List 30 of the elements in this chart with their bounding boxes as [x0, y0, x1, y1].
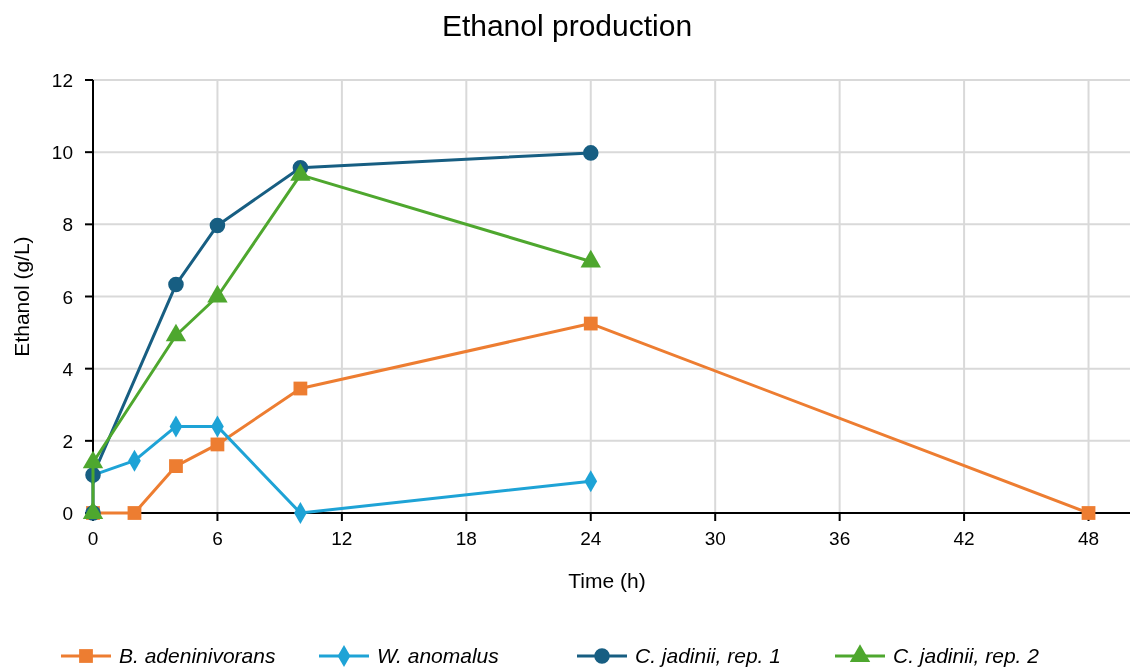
legend-label: C. jadinii, rep. 2 [893, 644, 1040, 667]
x-tick-label: 48 [1077, 528, 1100, 549]
point [127, 506, 142, 520]
x-tick-label: 36 [829, 528, 851, 549]
chart-title: Ethanol production [441, 9, 693, 42]
y-tick-label: 4 [62, 358, 74, 380]
point [583, 316, 598, 331]
y-tick-label: 10 [51, 142, 73, 164]
point [1081, 506, 1096, 520]
x-tick-label: 30 [704, 528, 726, 549]
x-axis-title: Time (h) [568, 569, 646, 592]
point [168, 276, 184, 293]
y-tick-label: 12 [51, 70, 73, 91]
y-tick-label: 8 [62, 214, 73, 236]
x-tick-label: 0 [87, 528, 99, 549]
legend-label: C. jadinii, rep. 1 [635, 644, 781, 667]
legend-label: W. anomalus [377, 644, 500, 667]
x-tick-label: 12 [331, 528, 353, 549]
y-tick-label: 2 [62, 430, 73, 452]
y-tick-label: 6 [62, 286, 73, 308]
point [209, 217, 226, 234]
y-tick-label: 0 [62, 503, 73, 524]
point [582, 145, 599, 161]
point [169, 459, 183, 473]
y-axis-title: Ethanol (g/L) [10, 236, 33, 357]
x-tick-label: 42 [953, 528, 975, 549]
legend-label: B. adeninivorans [119, 644, 276, 667]
x-tick-label: 6 [212, 528, 223, 549]
x-tick-label: 18 [455, 528, 477, 549]
x-tick-label: 24 [580, 528, 602, 549]
